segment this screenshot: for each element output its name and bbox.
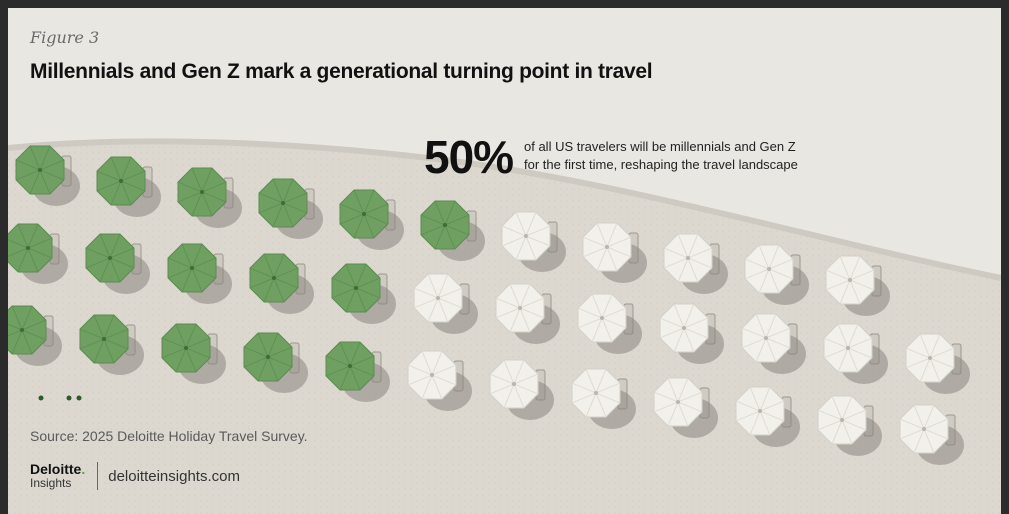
website-link[interactable]: deloitteinsights.com — [108, 467, 240, 485]
umbrella-hub — [605, 245, 609, 249]
beach-umbrella-icon — [823, 323, 888, 384]
figure-label: Figure 3 — [30, 28, 100, 47]
umbrella-hub — [20, 328, 24, 332]
decorative-dot — [38, 395, 44, 401]
beach-umbrella-icon — [735, 386, 800, 447]
umbrella-hub — [600, 316, 604, 320]
infographic-card: Figure 3 Millennials and Gen Z mark a ge… — [8, 8, 1001, 514]
umbrella-hub — [518, 306, 522, 310]
beach-umbrella-icon — [825, 255, 890, 316]
beach-umbrella-icon — [659, 303, 724, 364]
beach-umbrella-icon — [653, 377, 718, 438]
umbrella-hub — [928, 356, 932, 360]
brand-name: Deloitte — [30, 461, 82, 477]
beach-umbrella-icon — [96, 156, 161, 217]
beach-umbrella-icon — [420, 200, 485, 261]
beach-umbrella-icon — [744, 244, 809, 305]
beach-umbrella-icon — [249, 253, 314, 314]
beach-umbrella-icon — [339, 189, 404, 250]
beach-umbrella-icon — [741, 313, 806, 374]
umbrella-hub — [272, 276, 276, 280]
decorative-dot — [76, 395, 82, 401]
decorative-dots — [38, 395, 82, 401]
beach-umbrella-icon — [663, 233, 728, 294]
beach-umbrella-icon — [85, 233, 150, 294]
brand-footer: Deloitte. Insights deloitteinsights.com — [30, 462, 240, 490]
stat-value: 50% — [424, 131, 514, 183]
brand-dot: . — [81, 461, 86, 477]
beach-umbrella-icon — [15, 145, 80, 206]
beach-umbrella-icon — [495, 283, 560, 344]
beach-umbrella-icon — [582, 222, 647, 283]
beach-umbrella-icon — [407, 350, 472, 411]
beach-umbrella-icon — [501, 211, 566, 272]
umbrella-hub — [348, 364, 352, 368]
umbrella-hub — [200, 190, 204, 194]
source-note: Source: 2025 Deloitte Holiday Travel Sur… — [30, 428, 308, 444]
beach-umbrella-icon — [817, 395, 882, 456]
beach-umbrella-icon — [167, 243, 232, 304]
umbrella-hub — [26, 246, 30, 250]
beach-umbrella-icon — [905, 333, 970, 394]
umbrella-hub — [38, 168, 42, 172]
umbrella-hub — [430, 373, 434, 377]
umbrella-hub — [767, 267, 771, 271]
umbrella-hub — [362, 212, 366, 216]
umbrella-hub — [524, 234, 528, 238]
brand-sub: Insights — [30, 476, 72, 490]
umbrella-hub — [676, 400, 680, 404]
beach-umbrella-icon — [325, 341, 390, 402]
umbrella-hub — [354, 286, 358, 290]
umbrella-hub — [922, 427, 926, 431]
umbrella-hub — [281, 201, 285, 205]
umbrella-hub — [190, 266, 194, 270]
beach-umbrella-icon — [79, 314, 144, 375]
beach-umbrella-icon — [243, 332, 308, 393]
umbrella-hub — [846, 346, 850, 350]
beach-umbrella-icon — [899, 404, 964, 465]
umbrella-hub — [512, 382, 516, 386]
stat-line-2: for the first time, reshaping the travel… — [524, 157, 798, 172]
umbrella-hub — [758, 409, 762, 413]
decorative-dot — [66, 395, 72, 401]
umbrella-hub — [102, 337, 106, 341]
beach-umbrella-icon — [571, 368, 636, 429]
beach-umbrella-icon — [258, 178, 323, 239]
beach-illustration — [8, 8, 1001, 514]
beach-umbrella-icon — [489, 359, 554, 420]
beach-umbrella-icon — [161, 323, 226, 384]
stat-description: of all US travelers will be millennials … — [524, 138, 844, 174]
deloitte-insights-logo: Deloitte. Insights — [30, 462, 85, 490]
umbrella-hub — [266, 355, 270, 359]
beach-umbrella-icon — [8, 305, 62, 366]
umbrella-hub — [108, 256, 112, 260]
umbrella-hub — [764, 336, 768, 340]
beach-umbrella-icon — [177, 167, 242, 228]
beach-umbrella-icon — [577, 293, 642, 354]
umbrella-hub — [682, 326, 686, 330]
umbrella-hub — [686, 256, 690, 260]
stat-line-1: of all US travelers will be millennials … — [524, 139, 796, 154]
beach-umbrella-icon — [331, 263, 396, 324]
umbrella-hub — [119, 179, 123, 183]
umbrella-hub — [840, 418, 844, 422]
beach-umbrella-icon — [413, 273, 478, 334]
beach-umbrella-icon — [8, 223, 68, 284]
page-title: Millennials and Gen Z mark a generationa… — [30, 60, 653, 83]
umbrella-hub — [184, 346, 188, 350]
divider — [97, 462, 99, 490]
umbrella-hub — [594, 391, 598, 395]
umbrella-hub — [443, 223, 447, 227]
umbrella-grid — [8, 145, 970, 465]
umbrella-hub — [436, 296, 440, 300]
umbrella-hub — [848, 278, 852, 282]
